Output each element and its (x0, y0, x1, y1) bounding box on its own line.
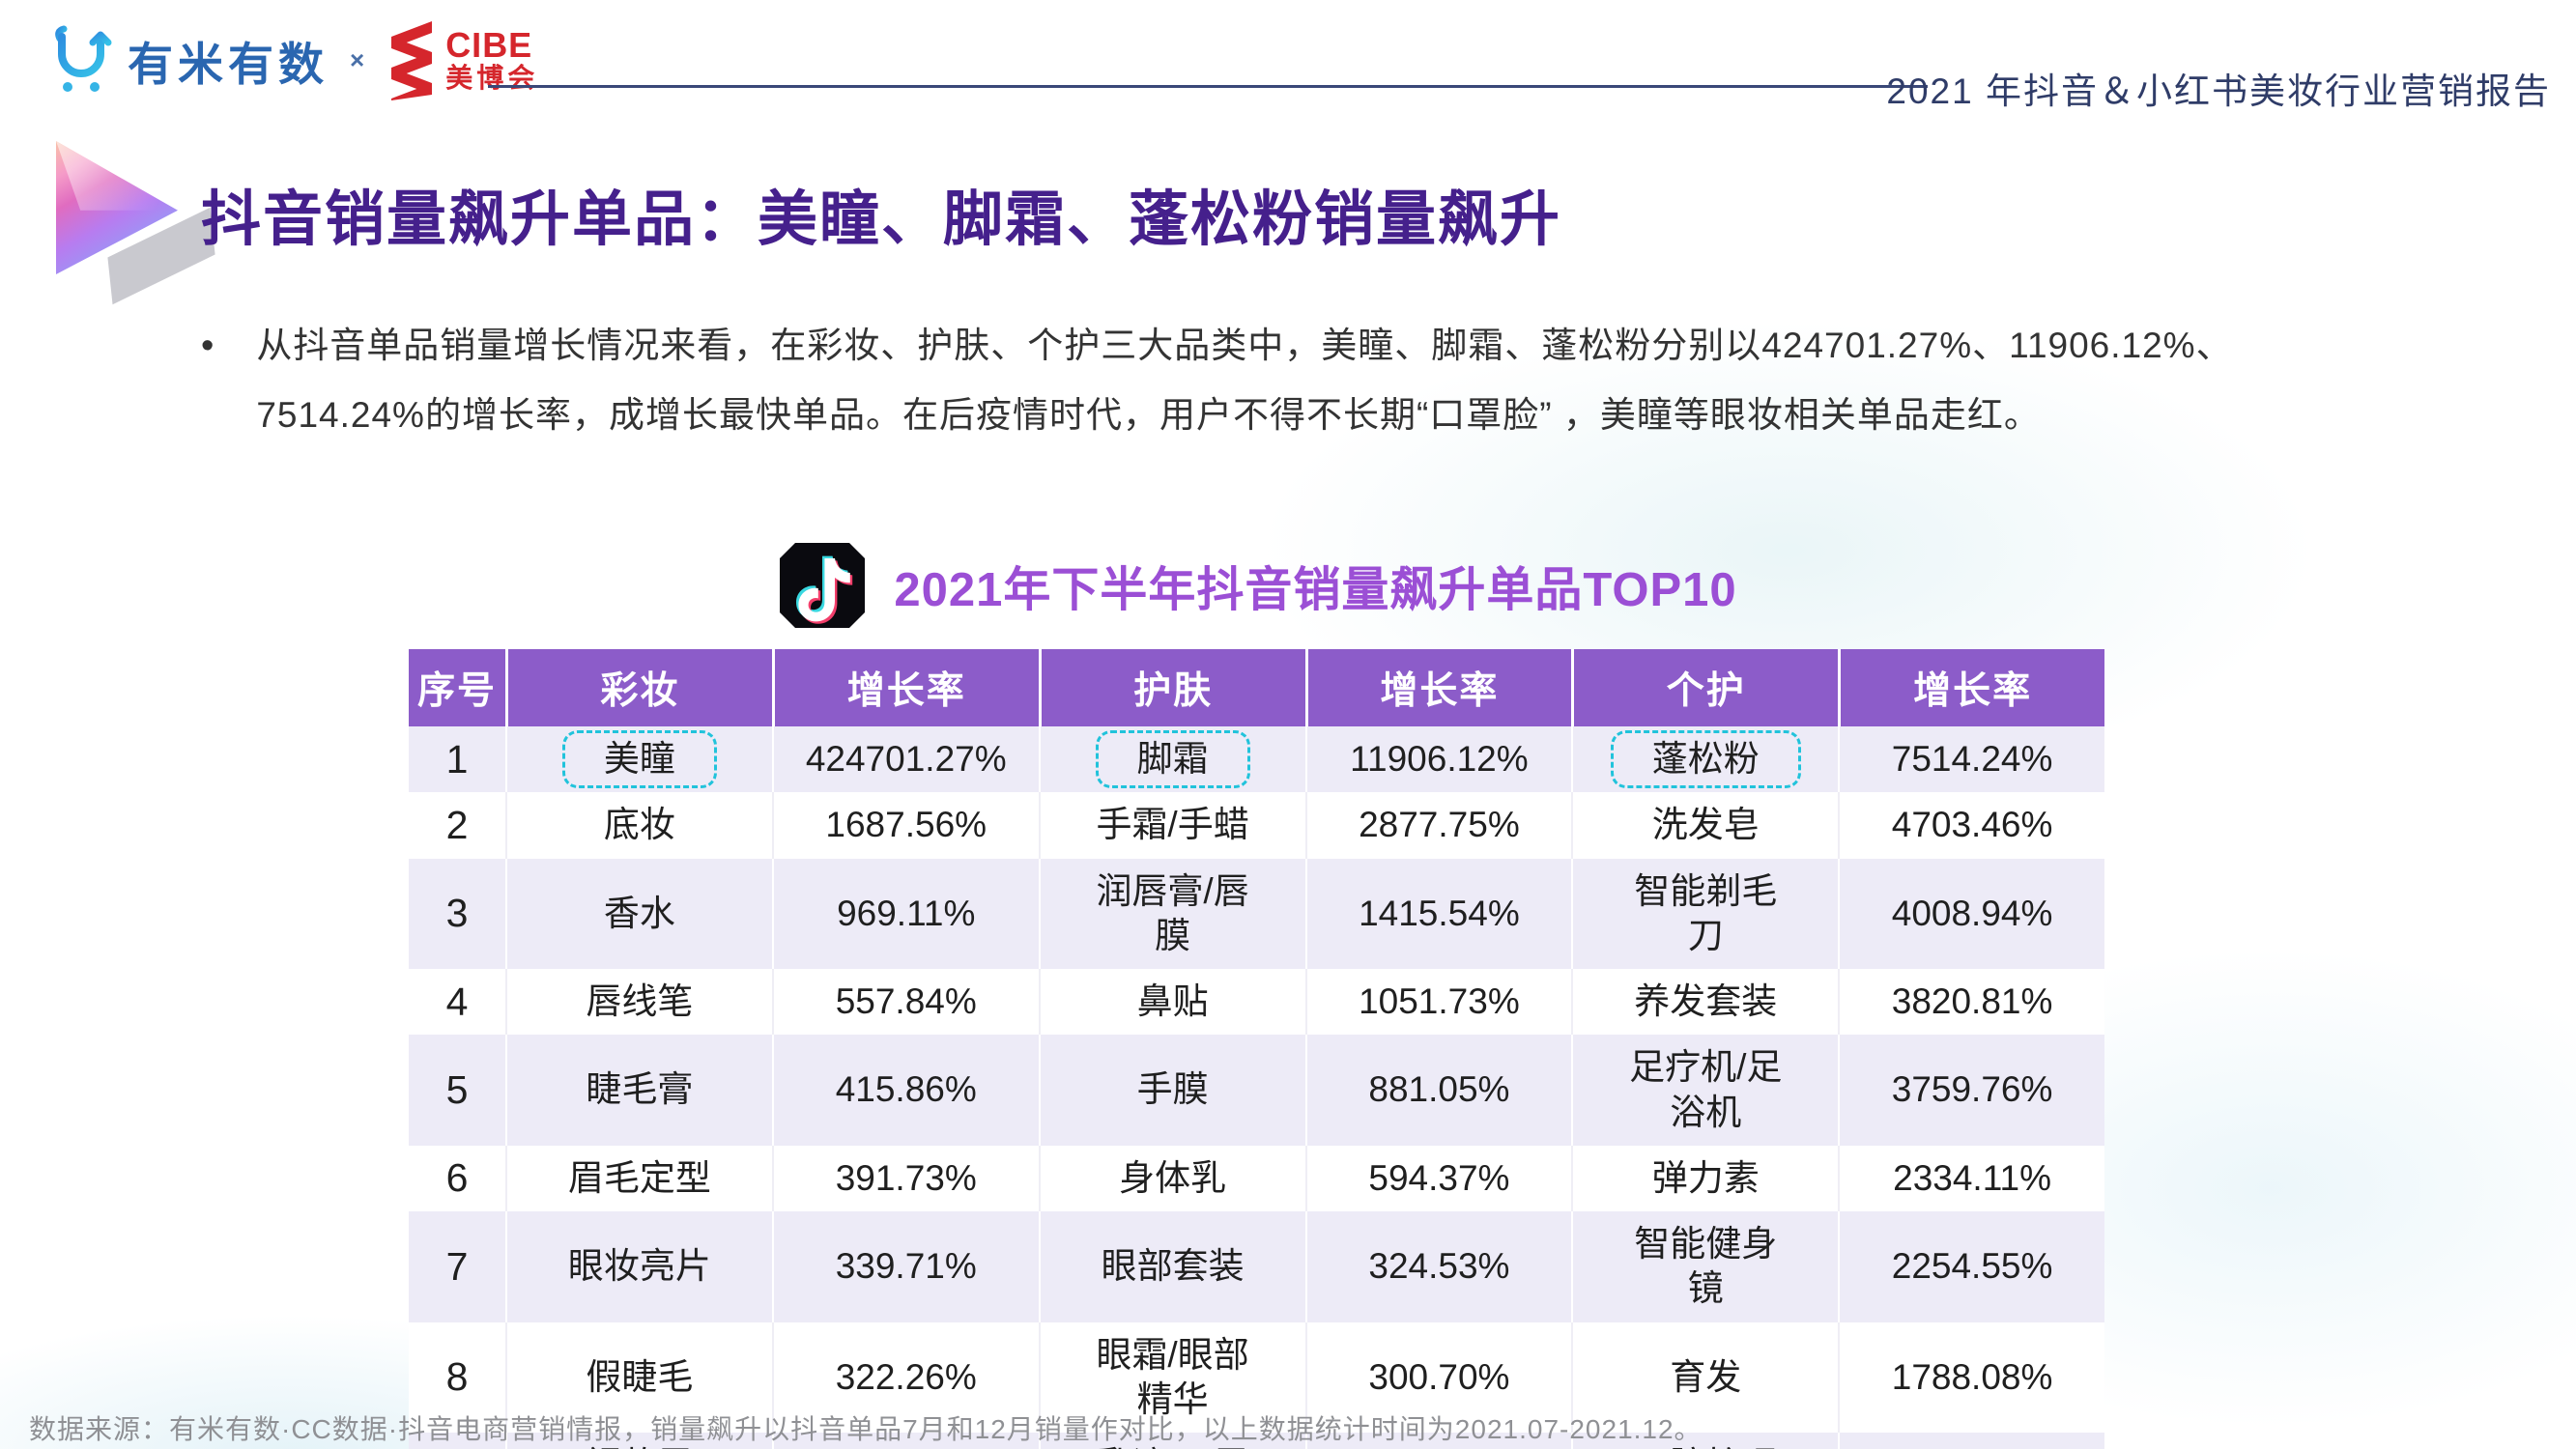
table-row: 9 裸妆霜 288.83% 乳液/面霜 253.35% 口腔护理 1701.60… (409, 1433, 2104, 1449)
tiktok-icon (780, 543, 866, 628)
brand-name: 有米有数 (128, 38, 329, 90)
cibe-zigzag-icon (391, 21, 433, 100)
bullet-line-2: 7514.24%的增长率，成增长最快单品。在后疫情时代，用户不得不长期“口罩脸”… (256, 395, 2041, 435)
cell-skincare-growth: 881.05% (1304, 1035, 1572, 1146)
cell-skincare-growth: 324.53% (1304, 1211, 1572, 1322)
cell-personal-care-growth: 4703.46% (1838, 792, 2104, 859)
cell-personal-care-product: 智能剃毛刀 (1571, 858, 1838, 969)
cell-personal-care-growth: 1788.08% (1838, 1321, 2104, 1433)
cell-personal-care-growth: 7514.24% (1838, 726, 2104, 793)
cell-skincare-product: 鼻贴 (1038, 969, 1305, 1036)
cell-makeup-product: 香水 (505, 858, 772, 969)
cell-skincare-product: 乳液/面霜 (1038, 1433, 1305, 1449)
table-row: 4 唇线笔 557.84% 鼻贴 1051.73% 养发套装 3820.81% (409, 969, 2104, 1036)
cell-skincare-growth: 300.70% (1304, 1321, 1572, 1433)
cell-personal-care-product: 口腔护理 (1571, 1433, 1838, 1449)
cell-skincare-growth: 1415.54% (1304, 858, 1572, 969)
cell-personal-care-growth: 2254.55% (1838, 1211, 2104, 1322)
cell-skincare-growth: 2877.75% (1304, 792, 1572, 859)
table-row: 2 底妆 1687.56% 手霜/手蜡 2877.75% 洗发皂 4703.46… (409, 792, 2104, 859)
cell-rank: 2 (445, 802, 469, 847)
cell-makeup-product: 唇线笔 (505, 969, 772, 1036)
header-cell-growth-1: 增长率 (771, 649, 1039, 726)
page-title: 抖音销量飙升单品：美瞳、脚霜、蓬松粉销量飙升 (201, 186, 1562, 253)
cell-personal-care-growth: 2334.11% (1838, 1145, 2104, 1211)
bullet-line-1: 从抖音单品销量增长情况来看，在彩妆、护肤、个护三大品类中，美瞳、脚霜、蓬松粉分别… (256, 326, 2233, 365)
data-source-note: 数据来源：有米有数·CC数据·抖音电商营销情报，销量飙升以抖音单品7月和12月销… (29, 1414, 1703, 1444)
cell-skincare-growth: 253.35% (1304, 1433, 1572, 1449)
cell-personal-care-growth: 1701.60% (1838, 1433, 2104, 1449)
cell-makeup-product: 美瞳 (505, 726, 772, 793)
cell-skincare-product: 眼部套装 (1038, 1211, 1305, 1322)
cell-makeup-product: 眉毛定型 (505, 1145, 772, 1211)
cell-skincare-growth: 594.37% (1304, 1145, 1572, 1211)
header-cell-skincare: 护肤 (1038, 649, 1305, 726)
cell-skincare-product: 身体乳 (1038, 1145, 1305, 1211)
play-triangle-icon (48, 141, 215, 305)
cell-makeup-growth: 969.11% (771, 858, 1039, 969)
table-title: 2021年下半年抖音销量飙升单品TOP10 (894, 563, 1737, 616)
table-row: 6 眉毛定型 391.73% 身体乳 594.37% 弹力素 2334.11% (409, 1145, 2104, 1211)
table-title-row: 2021年下半年抖音销量飙升单品TOP10 (409, 537, 2104, 634)
cell-makeup-product: 眼妆亮片 (505, 1211, 772, 1322)
table-body: 1 美瞳 424701.27% 脚霜 11906.12% 蓬松粉 7514.24… (409, 726, 2104, 1449)
header-cell-makeup: 彩妆 (505, 649, 772, 726)
cell-makeup-growth: 339.71% (771, 1211, 1039, 1322)
top10-table-section: 2021年下半年抖音销量飙升单品TOP10 序号 彩妆 增长率 护肤 增长率 个… (409, 537, 2104, 1449)
cell-rank: 5 (445, 1066, 469, 1112)
cell-personal-care-growth: 3759.76% (1838, 1035, 2104, 1146)
cell-makeup-product: 底妆 (505, 792, 772, 859)
cell-rank: 1 (445, 736, 469, 781)
header-cell-growth-3: 增长率 (1838, 649, 2104, 726)
bullet-marker: • (201, 326, 215, 366)
cell-personal-care-product: 洗发皂 (1571, 792, 1838, 859)
cell-personal-care-product: 智能健身镜 (1571, 1211, 1838, 1322)
table-row: 5 睫毛膏 415.86% 手膜 881.05% 足疗机/足浴机 3759.76… (409, 1035, 2104, 1146)
cell-makeup-growth: 424701.27% (771, 726, 1039, 793)
cell-skincare-product: 脚霜 (1038, 726, 1305, 793)
cell-makeup-growth: 322.26% (771, 1321, 1039, 1433)
cell-skincare-growth: 11906.12% (1304, 726, 1572, 793)
cell-makeup-growth: 557.84% (771, 969, 1039, 1036)
cell-personal-care-product: 育发 (1571, 1321, 1838, 1433)
brand-lockup: 有米有数 × CIBE 美博会 (50, 19, 538, 100)
table-header-row: 序号 彩妆 增长率 护肤 增长率 个护 增长率 (409, 649, 2104, 726)
header-divider (488, 85, 1928, 88)
cell-makeup-growth: 288.83% (771, 1433, 1039, 1449)
cell-rank: 7 (445, 1243, 469, 1289)
header-cell-growth-2: 增长率 (1304, 649, 1572, 726)
cell-personal-care-growth: 4008.94% (1838, 858, 2104, 969)
cell-rank: 6 (445, 1155, 469, 1201)
cibe-en-label: CIBE (445, 25, 533, 66)
brand-separator: × (350, 44, 365, 74)
cell-personal-care-product: 足疗机/足浴机 (1571, 1035, 1838, 1146)
cell-skincare-growth: 1051.73% (1304, 969, 1572, 1036)
yomi-cart-icon (55, 25, 112, 92)
table-row: 7 眼妆亮片 339.71% 眼部套装 324.53% 智能健身镜 2254.5… (409, 1211, 2104, 1322)
cell-makeup-growth: 391.73% (771, 1145, 1039, 1211)
cell-skincare-product: 润唇膏/唇膜 (1038, 858, 1305, 969)
table-row: 3 香水 969.11% 润唇膏/唇膜 1415.54% 智能剃毛刀 4008.… (409, 858, 2104, 969)
cell-rank: 3 (445, 891, 469, 936)
table-row: 1 美瞳 424701.27% 脚霜 11906.12% 蓬松粉 7514.24… (409, 726, 2104, 793)
cell-makeup-product: 睫毛膏 (505, 1035, 772, 1146)
cell-rank: 4 (445, 979, 469, 1024)
report-title: 2021 年抖音＆小红书美妆行业营销报告 (1886, 71, 2551, 111)
header-cell-index: 序号 (416, 670, 497, 712)
cell-skincare-product: 手霜/手蜡 (1038, 792, 1305, 859)
summary-bullet: • 从抖音单品销量增长情况来看，在彩妆、护肤、个护三大品类中，美瞳、脚霜、蓬松粉… (201, 311, 2423, 450)
cibe-cn-label: 美博会 (445, 63, 539, 94)
cell-makeup-growth: 415.86% (771, 1035, 1039, 1146)
header-cell-personal-care: 个护 (1571, 649, 1838, 726)
cibe-logo: CIBE 美博会 (386, 19, 538, 100)
cell-skincare-product: 眼霜/眼部精华 (1038, 1321, 1305, 1433)
cell-makeup-growth: 1687.56% (771, 792, 1039, 859)
cell-personal-care-product: 养发套装 (1571, 969, 1838, 1036)
cell-personal-care-product: 弹力素 (1571, 1145, 1838, 1211)
cell-personal-care-growth: 3820.81% (1838, 969, 2104, 1036)
cell-skincare-product: 手膜 (1038, 1035, 1305, 1146)
cell-personal-care-product: 蓬松粉 (1571, 726, 1838, 793)
